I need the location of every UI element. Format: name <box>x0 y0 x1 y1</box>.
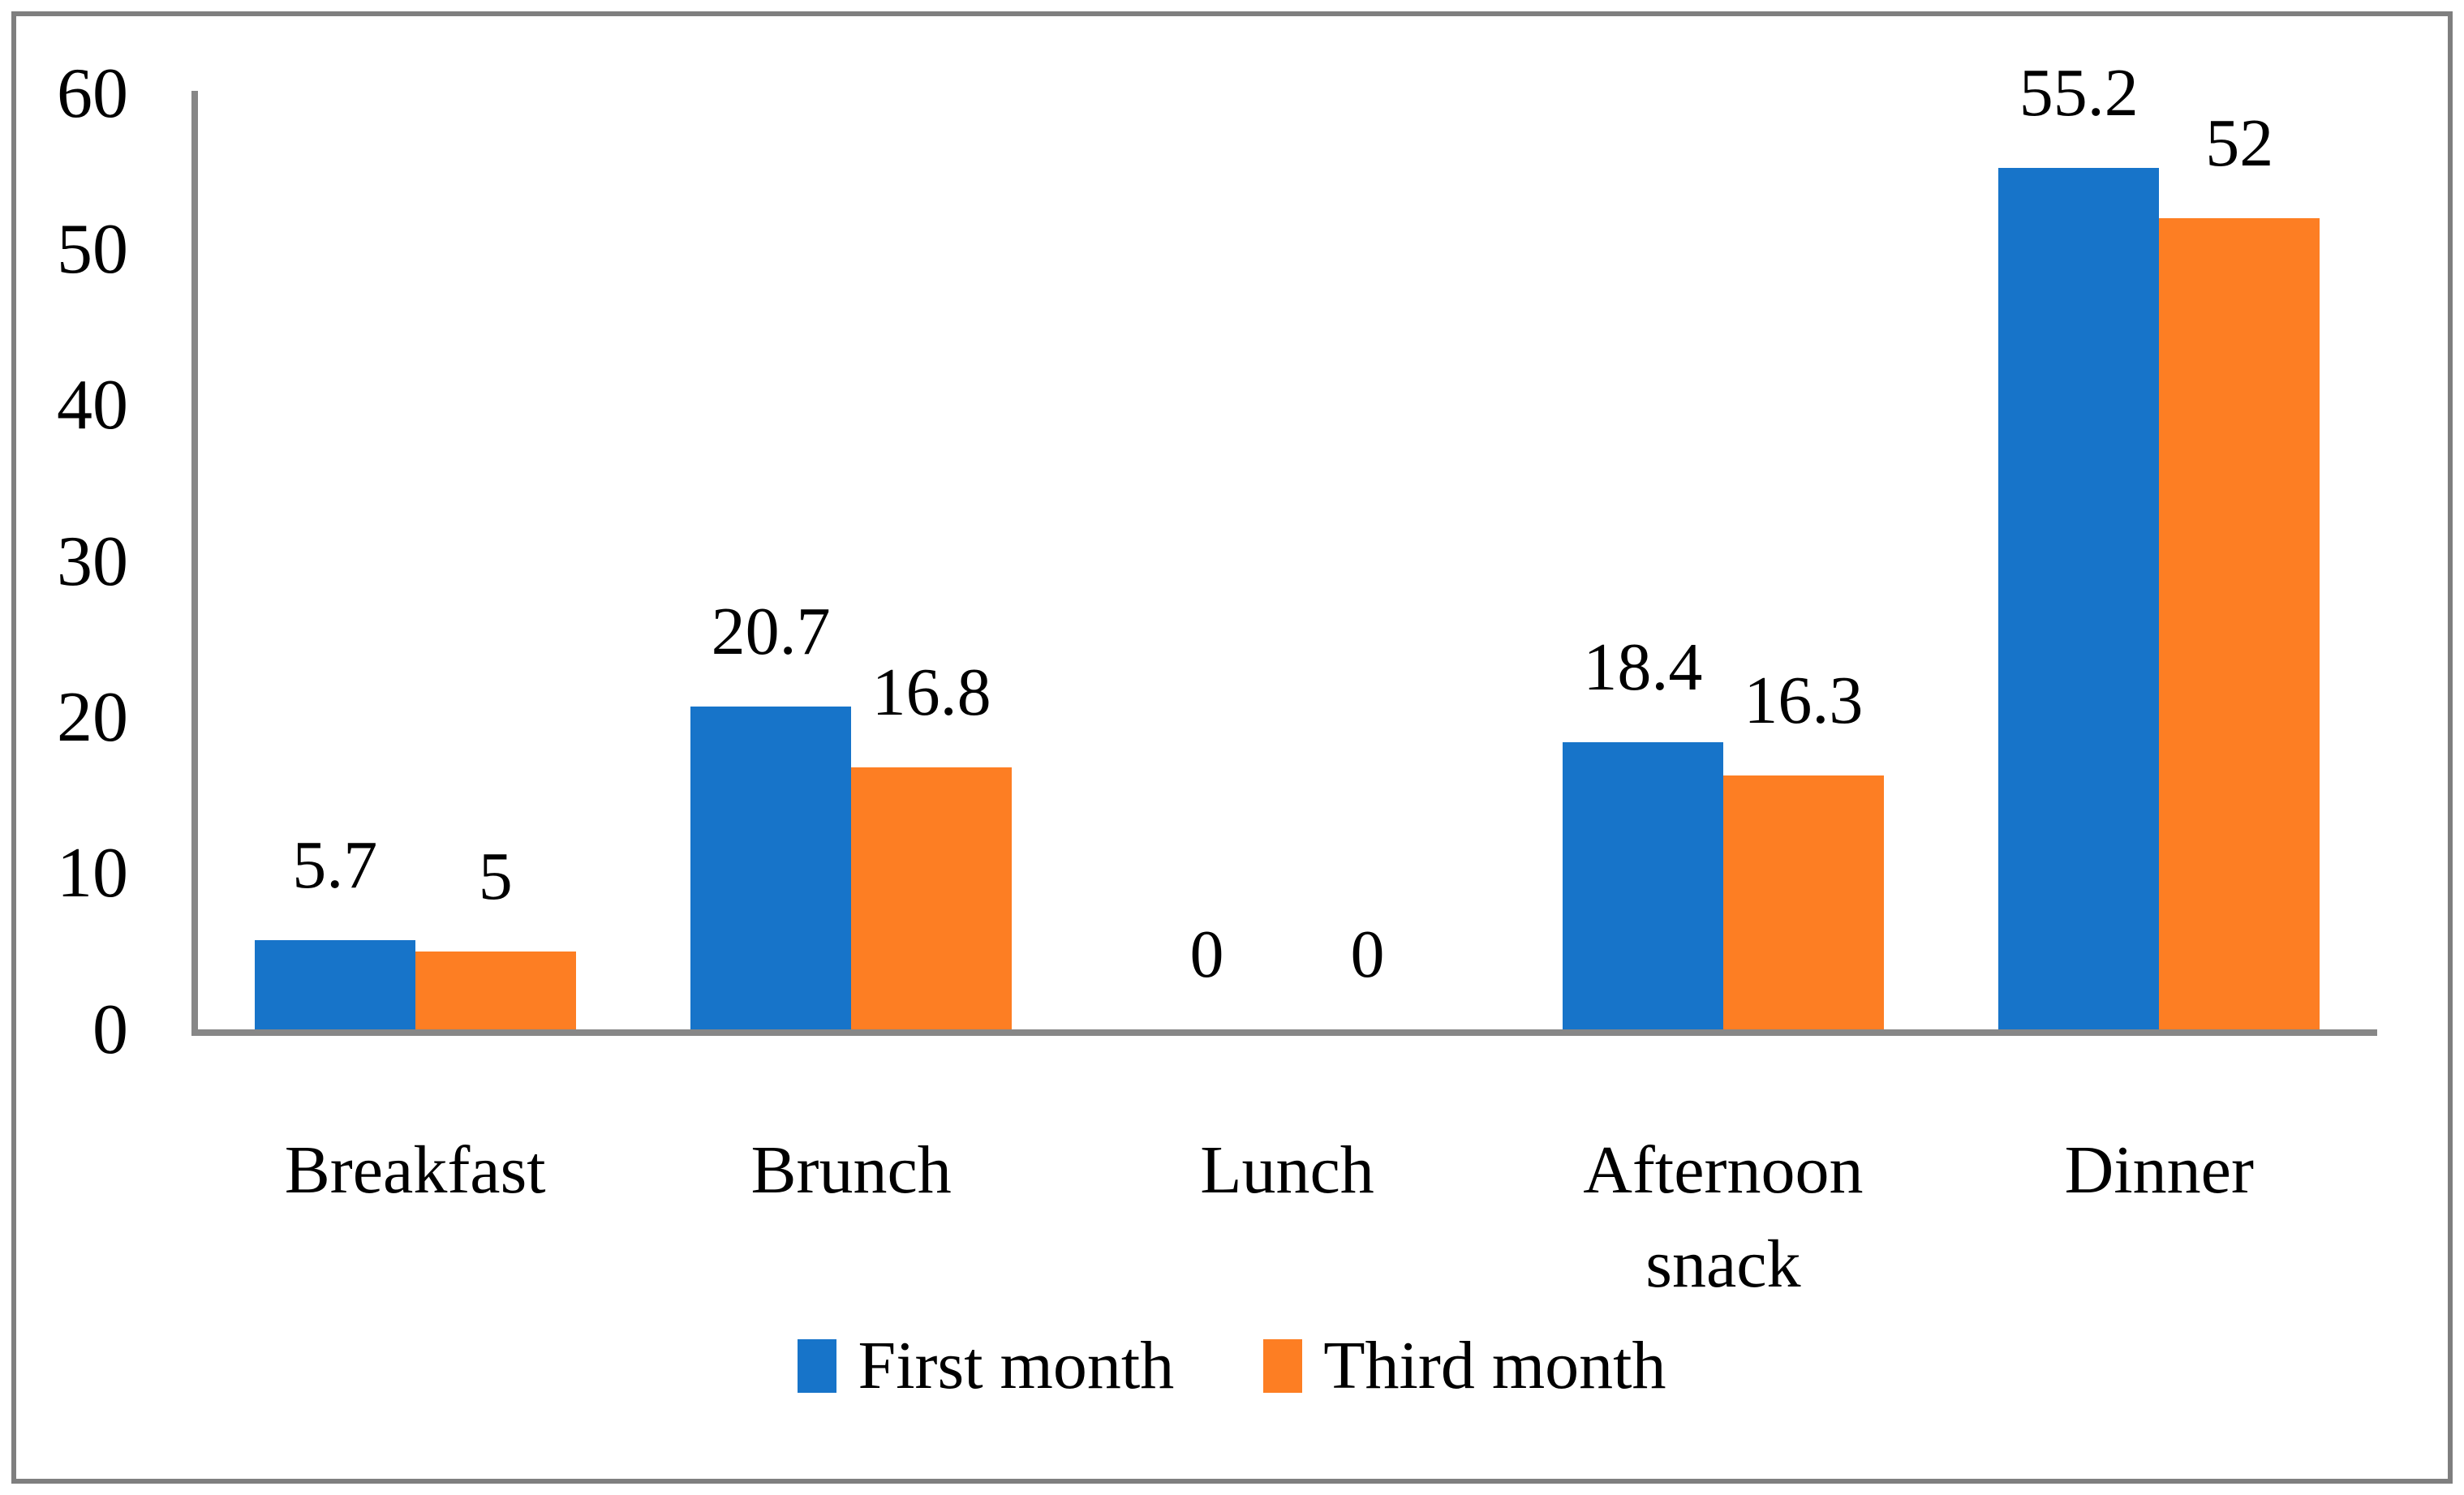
bar-third-month-dinner <box>2159 217 2320 1029</box>
data-label-third-month-brunch: 16.8 <box>871 654 991 730</box>
legend-label: First month <box>858 1328 1175 1403</box>
category-label-lunch: Lunch <box>1200 1132 1374 1208</box>
y-tick-label: 0 <box>92 990 128 1069</box>
x-axis-line <box>191 1029 2377 1036</box>
plot-area: 5.7 5 20.7 16.8 0 0 18.4 16.3 55.2 52 <box>197 59 2377 1029</box>
category-label-breakfast: Breakfast <box>284 1132 546 1208</box>
legend-item-first-month: First month <box>798 1332 1174 1400</box>
y-tick-label: 60 <box>57 54 128 133</box>
y-tick-label: 30 <box>57 522 128 601</box>
data-label-first-month-afternoon-snack: 18.4 <box>1583 629 1703 706</box>
category-label-afternoon-snack: Afternoon snack <box>1583 1132 1864 1302</box>
data-label-first-month-dinner: 55.2 <box>2019 55 2139 131</box>
y-axis-line <box>191 91 198 1036</box>
category-label-brunch: Brunch <box>750 1132 952 1208</box>
bar-first-month-brunch <box>690 706 852 1029</box>
y-tick-label: 40 <box>57 366 128 445</box>
legend-swatch-icon <box>1263 1339 1303 1393</box>
data-label-first-month-breakfast: 5.7 <box>292 827 378 904</box>
bar-first-month-afternoon-snack <box>1562 742 1723 1029</box>
y-tick-label: 20 <box>57 677 128 757</box>
legend-label: Third month <box>1323 1328 1666 1403</box>
data-label-third-month-dinner: 52 <box>2205 105 2274 181</box>
data-label-third-month-lunch: 0 <box>1350 917 1385 992</box>
category-label-dinner: Dinner <box>2064 1132 2254 1208</box>
legend: First month Third month <box>0 1332 2464 1400</box>
data-label-first-month-brunch: 20.7 <box>711 593 831 669</box>
bar-first-month-breakfast <box>254 940 415 1029</box>
bar-first-month-dinner <box>1998 168 2160 1029</box>
y-tick-label: 10 <box>57 834 128 913</box>
bar-third-month-breakfast <box>415 951 576 1029</box>
y-tick-label: 50 <box>57 209 128 289</box>
legend-swatch-icon <box>798 1339 837 1393</box>
data-label-first-month-lunch: 0 <box>1189 917 1224 992</box>
bar-third-month-afternoon-snack <box>1722 775 1884 1029</box>
bar-third-month-brunch <box>851 767 1013 1029</box>
data-label-third-month-afternoon-snack: 16.3 <box>1744 662 1864 738</box>
legend-item-third-month: Third month <box>1263 1332 1666 1400</box>
data-label-third-month-breakfast: 5 <box>478 838 513 914</box>
